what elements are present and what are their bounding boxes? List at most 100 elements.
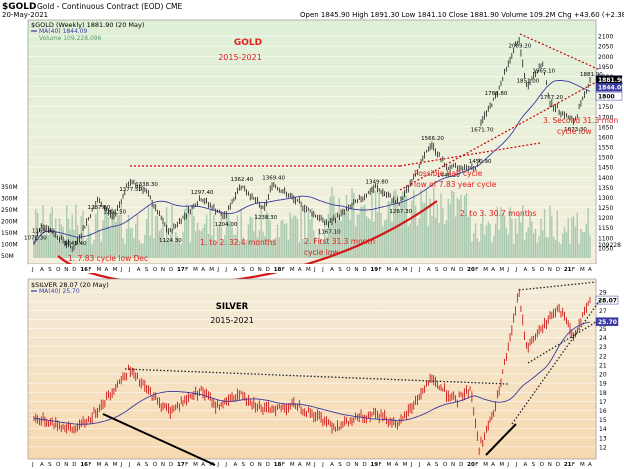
gold-volume-bar	[89, 232, 92, 258]
gold-volume-bar	[220, 212, 222, 258]
x-month-label: J	[216, 267, 219, 273]
x-month-label: J	[321, 462, 324, 468]
gold-volume-bar	[563, 226, 566, 258]
gold-volume-bar	[393, 190, 395, 258]
gold-volume-bar	[236, 215, 239, 258]
gold-point-label: 1297.40	[191, 190, 214, 196]
gold-volume-bar	[96, 206, 99, 258]
gold-volume-bar	[443, 223, 446, 258]
gold-volume-bar	[298, 242, 300, 258]
gold-volume-bar	[138, 240, 141, 258]
gold-volume-bar	[502, 213, 504, 258]
annotation-2b: cycle low	[304, 248, 339, 257]
x-month-label: 19	[370, 267, 378, 273]
x-month-label: J	[321, 267, 324, 273]
silver-y-tick-label: 25	[599, 326, 607, 333]
gold-x-axis-strip	[28, 264, 596, 273]
gold-volume-bar	[100, 241, 102, 258]
gold-volume-bar	[411, 200, 413, 258]
gold-volume-bar	[87, 224, 90, 258]
x-month-label: D	[169, 462, 173, 468]
gold-volume-bar	[122, 237, 124, 258]
x-month-label: F	[475, 462, 478, 468]
gold-volume-bar	[216, 226, 219, 258]
gold-volume-bar	[196, 222, 199, 258]
gold-volume-bar	[113, 210, 115, 258]
x-month-label: A	[233, 267, 237, 273]
gold-point-label: 1671.70	[471, 127, 494, 133]
gold-y-tick-label: 1400	[598, 175, 613, 182]
gold-y-tick-label: 1550	[598, 145, 613, 152]
x-month-label: M	[499, 267, 504, 273]
gold-volume-bar	[307, 211, 310, 258]
gold-volume-bar	[109, 227, 112, 258]
silver-y-tick-label: 21	[599, 362, 607, 369]
gold-y-tick-label: 1600	[598, 134, 613, 141]
gold-volume-bar	[204, 223, 206, 258]
gold-volume-bar	[545, 236, 548, 258]
silver-x-axis: J A S O N D 16 F M A M J J A S O N D 17 F M A M J J A S O N D 18 F M A M J J…	[31, 462, 592, 468]
x-month-label: M	[193, 267, 198, 273]
chart-title: Gold - Continuous Contract (EOD) CME	[37, 2, 182, 11]
x-month-label: F	[378, 267, 381, 273]
x-month-label: 17	[177, 462, 185, 468]
gold-volume-bar	[253, 231, 255, 258]
gold-volume-bar	[287, 239, 290, 258]
gold-volume-bar	[280, 220, 282, 258]
silver-price-tag	[595, 295, 619, 305]
gold-volume-bar	[509, 207, 511, 258]
gold-volume-bar	[198, 230, 201, 258]
gold-volume-bar	[349, 219, 351, 258]
x-month-label: N	[354, 462, 358, 468]
gold-point-label: 1267.30	[389, 209, 412, 215]
gold-volume-bar	[447, 199, 449, 258]
annotation-2-to-3: 2. to 3. 30.7 months	[460, 209, 536, 218]
silver-grid	[28, 291, 596, 448]
silver-y-tick-label: 18	[599, 390, 607, 397]
gold-volume-bar	[449, 203, 451, 258]
gold-volume-bar	[336, 220, 339, 258]
x-month-label: A	[137, 462, 141, 468]
gold-volume-bar	[256, 237, 259, 258]
annotation-2: 2. First 31.3 month	[304, 237, 375, 246]
gold-point-label: 1767.20	[540, 95, 563, 101]
gold-volume-bar	[156, 215, 159, 258]
gold-ma-line	[33, 80, 591, 244]
gold-volume-bar	[147, 206, 150, 258]
volume-axis-label: 350M	[1, 184, 18, 191]
x-month-label: O	[443, 267, 448, 273]
gold-volume-bar	[551, 216, 553, 258]
gold-point-label: 1169.80	[32, 229, 55, 235]
gold-volume-bar	[265, 211, 268, 258]
x-month-label: J	[31, 267, 34, 273]
silver-ma-line	[33, 321, 591, 425]
gold-volume-bar	[576, 212, 578, 258]
x-month-label: A	[40, 267, 44, 273]
gold-volume-bar	[185, 204, 188, 258]
x-month-label: M	[113, 267, 118, 273]
x-month-label: O	[56, 462, 61, 468]
gold-volume-bar	[151, 205, 153, 258]
gold-volume-bar	[229, 220, 231, 258]
x-month-label: O	[443, 462, 448, 468]
silver-y-tick-label: 15	[599, 417, 607, 424]
x-month-label: D	[362, 267, 366, 273]
gold-volume-bar	[534, 228, 537, 258]
gold-volume-bar	[254, 213, 257, 258]
gold-volume-bar	[363, 204, 366, 258]
gold-volume-bar	[269, 220, 271, 258]
gold-volume-bar	[407, 225, 410, 258]
x-month-label: 21	[564, 462, 572, 468]
x-month-label: J	[418, 462, 421, 468]
gold-volume-bar	[425, 188, 428, 258]
gold-volume-bar	[473, 233, 475, 258]
gold-volume-bar	[505, 227, 508, 258]
gold-price-tag	[595, 82, 623, 92]
gold-volume-bar	[222, 241, 224, 258]
silver-y-tick-label: 27	[599, 308, 607, 315]
x-month-label: N	[354, 267, 358, 273]
gold-volume-bar	[225, 216, 228, 258]
x-month-label: M	[306, 462, 311, 468]
volume-right-label: 109228	[598, 242, 621, 249]
